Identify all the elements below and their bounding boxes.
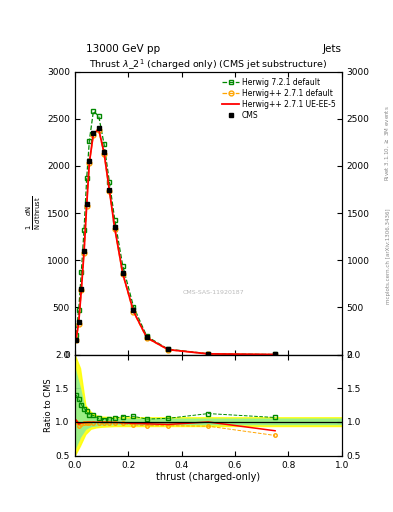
- Herwig++ 2.7.1 default: [166, 347, 171, 353]
- Herwig 7.2.1 default: [120, 263, 125, 269]
- Line: Herwig++ 2.7.1 default: Herwig++ 2.7.1 default: [73, 127, 277, 357]
- Herwig++ 2.7.1 default: [96, 127, 101, 133]
- Herwig++ 2.7.1 UE-EE-5: [166, 347, 171, 353]
- Herwig++ 2.7.1 default: [131, 309, 136, 315]
- CMS: [96, 125, 101, 132]
- Herwig++ 2.7.1 default: [120, 271, 125, 278]
- CMS: [273, 351, 277, 357]
- Herwig++ 2.7.1 UE-EE-5: [79, 287, 84, 293]
- Herwig++ 2.7.1 UE-EE-5: [73, 337, 78, 343]
- CMS: [120, 269, 125, 275]
- Herwig 7.2.1 default: [112, 217, 117, 223]
- Herwig 7.2.1 default: [91, 108, 96, 114]
- CMS: [79, 286, 84, 292]
- Herwig 7.2.1 default: [131, 304, 136, 310]
- Herwig++ 2.7.1 default: [107, 188, 112, 195]
- Title: Thrust $\lambda\_2^1$ (charged only) (CMS jet substructure): Thrust $\lambda\_2^1$ (charged only) (CM…: [89, 57, 327, 72]
- CMS: [166, 346, 171, 352]
- Herwig++ 2.7.1 UE-EE-5: [76, 319, 81, 326]
- CMS: [107, 186, 112, 193]
- Herwig++ 2.7.1 default: [79, 287, 84, 293]
- Herwig++ 2.7.1 UE-EE-5: [87, 159, 92, 165]
- Herwig 7.2.1 default: [79, 269, 84, 275]
- CMS: [131, 307, 136, 313]
- Line: Herwig 7.2.1 default: Herwig 7.2.1 default: [73, 109, 277, 357]
- CMS: [102, 149, 107, 155]
- Herwig++ 2.7.1 UE-EE-5: [120, 270, 125, 276]
- Herwig++ 2.7.1 UE-EE-5: [107, 187, 112, 194]
- Herwig 7.2.1 default: [273, 351, 277, 357]
- Herwig++ 2.7.1 UE-EE-5: [131, 308, 136, 314]
- Herwig 7.2.1 default: [73, 332, 78, 338]
- Herwig++ 2.7.1 default: [145, 335, 149, 341]
- Herwig 7.2.1 default: [166, 346, 171, 352]
- Text: 13000 GeV pp: 13000 GeV pp: [86, 44, 161, 54]
- Text: mcplots.cern.ch [arXiv:1306.3436]: mcplots.cern.ch [arXiv:1306.3436]: [386, 208, 391, 304]
- CMS: [73, 337, 78, 344]
- Legend: Herwig 7.2.1 default, Herwig++ 2.7.1 default, Herwig++ 2.7.1 UE-EE-5, CMS: Herwig 7.2.1 default, Herwig++ 2.7.1 def…: [220, 75, 338, 122]
- Text: Rivet 3.1.10, $\geq$ 3M events: Rivet 3.1.10, $\geq$ 3M events: [384, 105, 391, 181]
- Herwig++ 2.7.1 UE-EE-5: [145, 334, 149, 340]
- Herwig++ 2.7.1 default: [273, 351, 277, 357]
- Text: Jets: Jets: [323, 44, 342, 54]
- Herwig++ 2.7.1 default: [73, 337, 78, 344]
- Herwig++ 2.7.1 default: [91, 132, 96, 138]
- CMS: [87, 158, 92, 164]
- Herwig 7.2.1 default: [107, 179, 112, 185]
- Herwig 7.2.1 default: [76, 307, 81, 313]
- Herwig++ 2.7.1 UE-EE-5: [273, 351, 277, 357]
- CMS: [82, 248, 86, 254]
- CMS: [76, 318, 81, 325]
- Herwig++ 2.7.1 default: [102, 151, 107, 157]
- CMS: [91, 130, 96, 136]
- Herwig++ 2.7.1 UE-EE-5: [102, 150, 107, 156]
- Herwig 7.2.1 default: [87, 137, 92, 143]
- CMS: [206, 351, 211, 357]
- Herwig++ 2.7.1 default: [84, 203, 89, 209]
- Herwig 7.2.1 default: [96, 113, 101, 119]
- Text: CMS-SAS-11920187: CMS-SAS-11920187: [183, 290, 244, 295]
- Herwig++ 2.7.1 UE-EE-5: [96, 126, 101, 132]
- X-axis label: thrust (charged-only): thrust (charged-only): [156, 472, 260, 482]
- Y-axis label: Ratio to CMS: Ratio to CMS: [44, 378, 53, 432]
- Herwig++ 2.7.1 UE-EE-5: [112, 225, 117, 231]
- Herwig++ 2.7.1 default: [76, 321, 81, 327]
- Herwig 7.2.1 default: [102, 141, 107, 147]
- CMS: [84, 201, 89, 207]
- Y-axis label: $\frac{1}{\mathrm{N}}\frac{d\mathrm{N}}{d\,\mathrm{thrust}}$: $\frac{1}{\mathrm{N}}\frac{d\mathrm{N}}{…: [24, 196, 43, 230]
- Herwig++ 2.7.1 UE-EE-5: [82, 249, 86, 255]
- Herwig++ 2.7.1 UE-EE-5: [84, 202, 89, 208]
- Herwig 7.2.1 default: [82, 227, 86, 233]
- Line: Herwig++ 2.7.1 UE-EE-5: Herwig++ 2.7.1 UE-EE-5: [76, 129, 275, 354]
- Herwig++ 2.7.1 default: [82, 250, 86, 256]
- Herwig 7.2.1 default: [84, 175, 89, 181]
- Line: CMS: CMS: [74, 126, 277, 356]
- Herwig++ 2.7.1 default: [112, 226, 117, 232]
- CMS: [112, 224, 117, 230]
- Herwig 7.2.1 default: [206, 351, 211, 357]
- Herwig++ 2.7.1 default: [87, 160, 92, 166]
- Herwig++ 2.7.1 UE-EE-5: [91, 131, 96, 137]
- CMS: [145, 334, 149, 340]
- Herwig++ 2.7.1 UE-EE-5: [206, 351, 211, 357]
- Herwig 7.2.1 default: [145, 333, 149, 339]
- Herwig++ 2.7.1 default: [206, 351, 211, 357]
